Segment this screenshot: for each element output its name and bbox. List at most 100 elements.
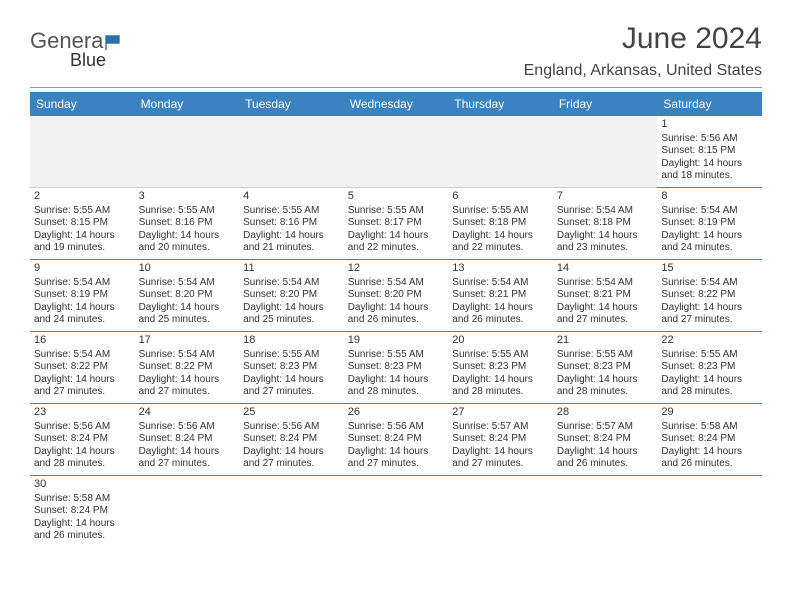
daylight-line: and 28 minutes. [34,458,131,471]
calendar-cell: 6Sunrise: 5:55 AMSunset: 8:18 PMDaylight… [448,188,553,260]
sunset-line: Sunset: 8:22 PM [139,361,236,374]
calendar-grid: Sunday Monday Tuesday Wednesday Thursday… [30,92,762,548]
sunrise-line: Sunrise: 5:54 AM [557,277,654,290]
sunrise-line: Sunrise: 5:57 AM [452,421,549,434]
daylight-line: Daylight: 14 hours [661,302,758,315]
calendar-cell: 29Sunrise: 5:58 AMSunset: 8:24 PMDayligh… [657,404,762,476]
daylight-line: Daylight: 14 hours [557,230,654,243]
daylight-line: Daylight: 14 hours [348,374,445,387]
daylight-line: and 27 minutes. [452,458,549,471]
calendar-cell: 23Sunrise: 5:56 AMSunset: 8:24 PMDayligh… [30,404,135,476]
sunset-line: Sunset: 8:23 PM [557,361,654,374]
sunset-line: Sunset: 8:23 PM [243,361,340,374]
sunset-line: Sunset: 8:16 PM [139,217,236,230]
calendar-cell: 18Sunrise: 5:55 AMSunset: 8:23 PMDayligh… [239,332,344,404]
daylight-line: and 26 minutes. [348,314,445,327]
daylight-line: and 28 minutes. [557,386,654,399]
weekday-header-row: Sunday Monday Tuesday Wednesday Thursday… [30,92,762,116]
sunrise-line: Sunrise: 5:55 AM [348,349,445,362]
daylight-line: Daylight: 14 hours [661,158,758,171]
daylight-line: and 20 minutes. [139,242,236,255]
calendar-cell: 1Sunrise: 5:56 AMSunset: 8:15 PMDaylight… [657,116,762,188]
sunset-line: Sunset: 8:22 PM [661,289,758,302]
sunrise-line: Sunrise: 5:54 AM [243,277,340,290]
daylight-line: Daylight: 14 hours [452,302,549,315]
daylight-line: and 21 minutes. [243,242,340,255]
sunset-line: Sunset: 8:24 PM [34,505,131,518]
sunrise-line: Sunrise: 5:55 AM [557,349,654,362]
daylight-line: and 27 minutes. [34,386,131,399]
daylight-line: and 19 minutes. [34,242,131,255]
daylight-line: and 26 minutes. [452,314,549,327]
day-number: 6 [452,190,549,204]
weekday-header: Sunday [30,92,135,116]
daylight-line: Daylight: 14 hours [139,230,236,243]
day-number: 4 [243,190,340,204]
brand-part2-wrap: Blue [70,50,106,71]
daylight-line: Daylight: 14 hours [243,230,340,243]
sunrise-line: Sunrise: 5:56 AM [139,421,236,434]
daylight-line: Daylight: 14 hours [557,302,654,315]
daylight-line: and 24 minutes. [34,314,131,327]
calendar-cell: 14Sunrise: 5:54 AMSunset: 8:21 PMDayligh… [553,260,658,332]
calendar-cell-blank [239,116,344,188]
day-number: 22 [661,334,758,348]
calendar-cell: 13Sunrise: 5:54 AMSunset: 8:21 PMDayligh… [448,260,553,332]
calendar-cell: 21Sunrise: 5:55 AMSunset: 8:23 PMDayligh… [553,332,658,404]
document-header: Genera Blue June 2024 England, Arkansas,… [30,20,762,88]
calendar-cell: 19Sunrise: 5:55 AMSunset: 8:23 PMDayligh… [344,332,449,404]
sunset-line: Sunset: 8:24 PM [348,433,445,446]
calendar-cell-blank [30,116,135,188]
sunset-line: Sunset: 8:23 PM [348,361,445,374]
calendar-cell: 28Sunrise: 5:57 AMSunset: 8:24 PMDayligh… [553,404,658,476]
sunrise-line: Sunrise: 5:54 AM [139,277,236,290]
daylight-line: Daylight: 14 hours [139,446,236,459]
calendar-cell: 2Sunrise: 5:55 AMSunset: 8:15 PMDaylight… [30,188,135,260]
sunset-line: Sunset: 8:16 PM [243,217,340,230]
daylight-line: and 27 minutes. [557,314,654,327]
daylight-line: and 27 minutes. [139,458,236,471]
day-number: 27 [452,406,549,420]
daylight-line: and 23 minutes. [557,242,654,255]
daylight-line: Daylight: 14 hours [452,446,549,459]
daylight-line: and 27 minutes. [243,458,340,471]
sunset-line: Sunset: 8:23 PM [452,361,549,374]
sunset-line: Sunset: 8:17 PM [348,217,445,230]
weekday-header: Saturday [657,92,762,116]
day-number: 9 [34,262,131,276]
daylight-line: Daylight: 14 hours [661,230,758,243]
location-line: England, Arkansas, United States [524,62,762,80]
daylight-line: and 28 minutes. [348,386,445,399]
sunrise-line: Sunrise: 5:54 AM [661,205,758,218]
day-number: 11 [243,262,340,276]
daylight-line: and 18 minutes. [661,170,758,183]
calendar-cell: 25Sunrise: 5:56 AMSunset: 8:24 PMDayligh… [239,404,344,476]
daylight-line: Daylight: 14 hours [661,446,758,459]
day-number: 26 [348,406,445,420]
day-number: 18 [243,334,340,348]
daylight-line: and 25 minutes. [139,314,236,327]
sunrise-line: Sunrise: 5:55 AM [661,349,758,362]
day-number: 24 [139,406,236,420]
day-number: 1 [661,118,758,132]
calendar-cell-blank [553,116,658,188]
daylight-line: Daylight: 14 hours [243,374,340,387]
daylight-line: and 27 minutes. [348,458,445,471]
day-number: 14 [557,262,654,276]
sunset-line: Sunset: 8:20 PM [139,289,236,302]
calendar-cell: 26Sunrise: 5:56 AMSunset: 8:24 PMDayligh… [344,404,449,476]
day-number: 7 [557,190,654,204]
day-number: 10 [139,262,236,276]
sunrise-line: Sunrise: 5:55 AM [243,349,340,362]
calendar-cell: 10Sunrise: 5:54 AMSunset: 8:20 PMDayligh… [135,260,240,332]
calendar-cell-blank [448,116,553,188]
weekday-header: Tuesday [239,92,344,116]
daylight-line: Daylight: 14 hours [557,446,654,459]
sunset-line: Sunset: 8:20 PM [348,289,445,302]
daylight-line: and 27 minutes. [139,386,236,399]
daylight-line: and 28 minutes. [661,386,758,399]
daylight-line: Daylight: 14 hours [348,230,445,243]
calendar-cell: 22Sunrise: 5:55 AMSunset: 8:23 PMDayligh… [657,332,762,404]
day-number: 8 [661,190,758,204]
sunrise-line: Sunrise: 5:54 AM [34,349,131,362]
